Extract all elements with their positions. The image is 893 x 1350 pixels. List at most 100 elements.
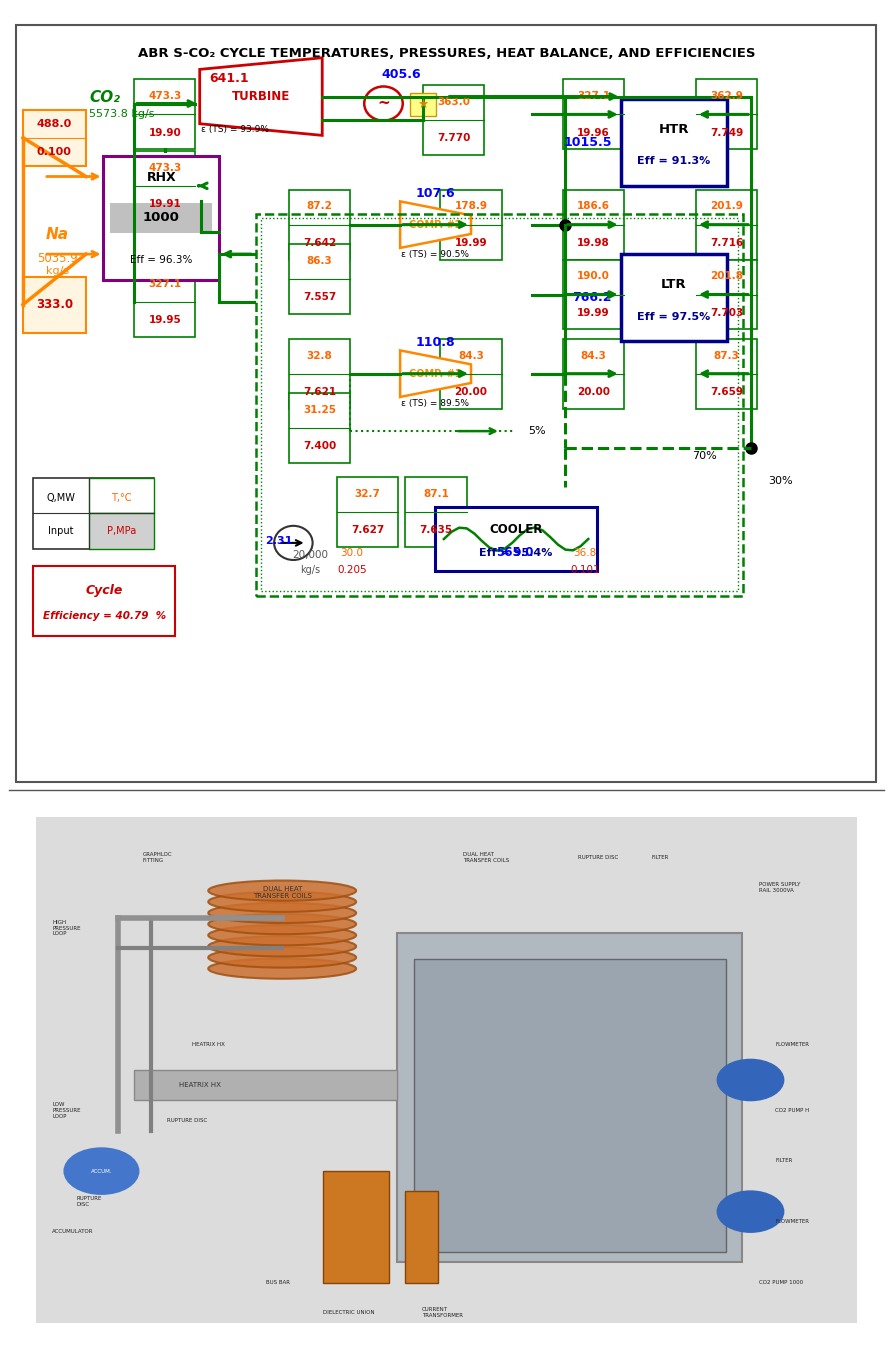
FancyBboxPatch shape xyxy=(289,190,350,259)
Text: 20.00: 20.00 xyxy=(455,387,488,397)
Text: 473.3: 473.3 xyxy=(148,92,181,101)
Text: Eff = 96.3%: Eff = 96.3% xyxy=(130,255,192,265)
Text: Input: Input xyxy=(48,526,74,536)
Text: RHX: RHX xyxy=(146,171,176,185)
Text: 5%: 5% xyxy=(528,427,546,436)
Text: 186.6: 186.6 xyxy=(577,201,610,212)
FancyBboxPatch shape xyxy=(23,109,86,166)
Text: 30%: 30% xyxy=(769,475,793,486)
Text: CO₂: CO₂ xyxy=(89,90,121,105)
Polygon shape xyxy=(400,351,471,397)
FancyBboxPatch shape xyxy=(563,339,624,409)
Text: 7.770: 7.770 xyxy=(437,134,471,143)
Text: 20,000: 20,000 xyxy=(292,549,328,559)
Text: 7.400: 7.400 xyxy=(303,441,337,451)
FancyBboxPatch shape xyxy=(16,26,876,782)
Text: 641.1: 641.1 xyxy=(210,72,249,85)
Text: 0.101: 0.101 xyxy=(570,566,599,575)
FancyBboxPatch shape xyxy=(338,477,398,547)
FancyBboxPatch shape xyxy=(413,958,726,1253)
FancyBboxPatch shape xyxy=(696,190,757,259)
FancyBboxPatch shape xyxy=(440,339,502,409)
Text: 7.557: 7.557 xyxy=(303,292,337,302)
Ellipse shape xyxy=(208,925,356,945)
Text: 32.7: 32.7 xyxy=(355,489,380,498)
Text: 190.0: 190.0 xyxy=(577,271,610,281)
FancyBboxPatch shape xyxy=(33,566,175,636)
Text: T,°C: T,°C xyxy=(112,493,132,502)
Ellipse shape xyxy=(208,892,356,913)
Ellipse shape xyxy=(208,958,356,979)
Ellipse shape xyxy=(208,948,356,968)
Text: 405.6: 405.6 xyxy=(381,69,421,81)
Text: 7.716: 7.716 xyxy=(710,238,743,248)
Circle shape xyxy=(64,1149,138,1193)
Text: kg/s: kg/s xyxy=(300,566,320,575)
Text: Cycle: Cycle xyxy=(86,585,123,597)
Text: ★: ★ xyxy=(417,97,429,111)
Text: 70%: 70% xyxy=(692,451,717,460)
Text: FLOWMETER: FLOWMETER xyxy=(775,1042,809,1048)
Text: Eff = 95.4%: Eff = 95.4% xyxy=(480,548,553,558)
Text: COMP. #2: COMP. #2 xyxy=(409,220,462,230)
Text: 473.3: 473.3 xyxy=(148,162,181,173)
FancyBboxPatch shape xyxy=(696,339,757,409)
Text: HEATRIX HX: HEATRIX HX xyxy=(192,1042,225,1048)
Text: Na: Na xyxy=(46,227,69,242)
Text: DUAL HEAT
TRANSFER COILS: DUAL HEAT TRANSFER COILS xyxy=(463,852,509,863)
Text: HEATRIX HX: HEATRIX HX xyxy=(179,1083,221,1088)
Circle shape xyxy=(718,1192,783,1231)
Text: 19.98: 19.98 xyxy=(577,238,610,248)
Text: 488.0: 488.0 xyxy=(37,119,72,128)
Text: 31.25: 31.25 xyxy=(303,405,336,414)
FancyBboxPatch shape xyxy=(89,478,154,513)
Text: 20.00: 20.00 xyxy=(577,387,610,397)
Text: 19.99: 19.99 xyxy=(455,238,488,248)
Text: 7.659: 7.659 xyxy=(710,387,743,397)
Text: Eff = 97.5%: Eff = 97.5% xyxy=(638,312,711,321)
Text: CO2 PUMP 1000: CO2 PUMP 1000 xyxy=(759,1280,803,1285)
Text: 32.8: 32.8 xyxy=(306,351,332,360)
FancyBboxPatch shape xyxy=(134,80,196,150)
Text: ABR S-CO₂ CYCLE TEMPERATURES, PRESSURES, HEAT BALANCE, AND EFFICIENCIES: ABR S-CO₂ CYCLE TEMPERATURES, PRESSURES,… xyxy=(138,47,755,61)
Text: 19.90: 19.90 xyxy=(148,128,181,138)
Text: ε (TS) = 90.5%: ε (TS) = 90.5% xyxy=(401,250,469,259)
FancyBboxPatch shape xyxy=(696,259,757,329)
Text: 19.95: 19.95 xyxy=(148,316,181,325)
FancyBboxPatch shape xyxy=(111,202,212,232)
Text: GRAPHLOC
FITTING: GRAPHLOC FITTING xyxy=(143,852,172,863)
FancyBboxPatch shape xyxy=(33,478,154,549)
FancyBboxPatch shape xyxy=(289,244,350,315)
Text: 107.6: 107.6 xyxy=(415,188,455,200)
FancyBboxPatch shape xyxy=(104,155,219,279)
Text: P,MPa: P,MPa xyxy=(107,526,137,536)
Text: 19.99: 19.99 xyxy=(577,308,610,317)
Ellipse shape xyxy=(208,903,356,923)
FancyBboxPatch shape xyxy=(23,277,86,332)
Text: LTR: LTR xyxy=(661,278,687,292)
Text: 19.91: 19.91 xyxy=(148,198,181,209)
Text: 766.2: 766.2 xyxy=(572,292,612,304)
FancyBboxPatch shape xyxy=(440,190,502,259)
Text: RUPTURE DISC: RUPTURE DISC xyxy=(167,1118,207,1123)
Text: ε (TS) = 89.5%: ε (TS) = 89.5% xyxy=(401,398,469,408)
Text: 7.749: 7.749 xyxy=(710,128,743,138)
FancyBboxPatch shape xyxy=(405,1192,438,1282)
Text: 7.635: 7.635 xyxy=(420,525,453,535)
FancyBboxPatch shape xyxy=(563,190,624,259)
Text: TURBINE: TURBINE xyxy=(232,90,290,103)
Text: 87.1: 87.1 xyxy=(423,489,449,498)
Text: FLOWMETER: FLOWMETER xyxy=(775,1219,809,1224)
Ellipse shape xyxy=(208,937,356,956)
FancyBboxPatch shape xyxy=(410,93,436,116)
Polygon shape xyxy=(400,201,471,248)
Text: POWER SUPPLY
RAIL 3000VA: POWER SUPPLY RAIL 3000VA xyxy=(759,883,800,894)
Text: Efficiency = 40.79  %: Efficiency = 40.79 % xyxy=(43,612,166,621)
FancyBboxPatch shape xyxy=(134,151,196,221)
Text: 327.1: 327.1 xyxy=(577,92,610,101)
Text: 1015.5: 1015.5 xyxy=(563,136,612,148)
Text: RUPTURE DISC: RUPTURE DISC xyxy=(578,855,618,860)
Text: FILTER: FILTER xyxy=(775,1158,792,1164)
Text: FILTER: FILTER xyxy=(652,855,669,860)
Text: 30.0: 30.0 xyxy=(340,548,363,558)
